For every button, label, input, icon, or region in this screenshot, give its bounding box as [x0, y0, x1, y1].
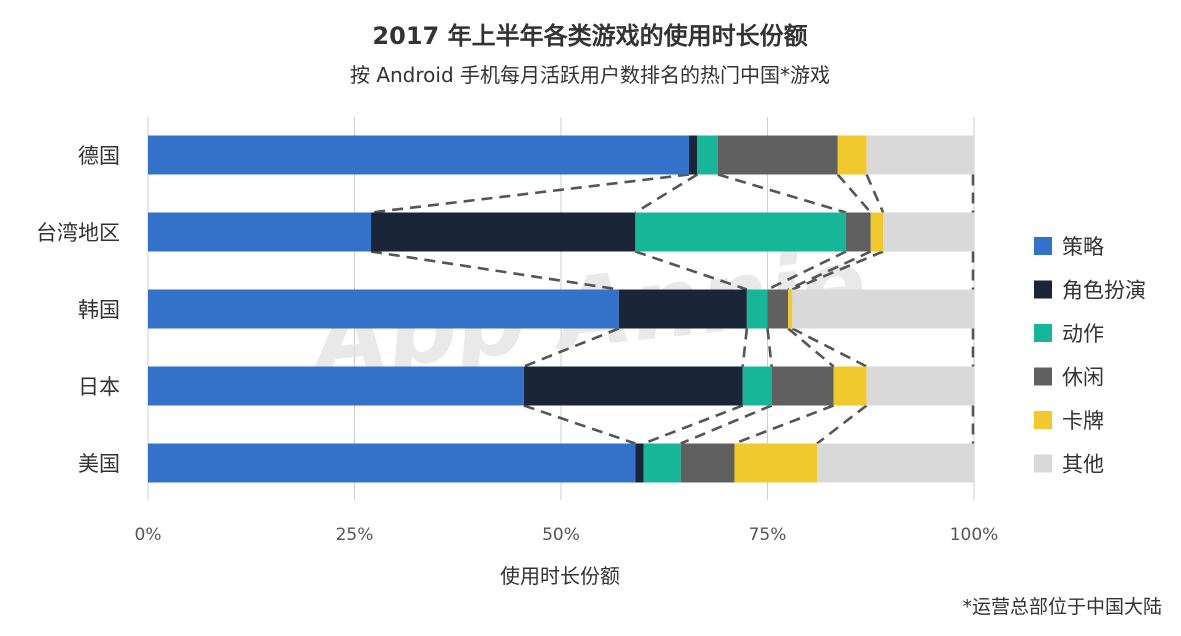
connector-line: [680, 404, 773, 445]
x-tick-label: 25%: [336, 525, 374, 545]
bar-segment: [746, 289, 768, 329]
chart-subtitle: 按 Android 手机每月活跃用户数排名的热门中国*游戏: [350, 63, 830, 87]
bar-segment: [771, 366, 834, 406]
bar-segment: [697, 135, 718, 175]
x-tick-label: 100%: [950, 525, 999, 545]
bar-segment: [870, 212, 884, 252]
bar-segment: [148, 212, 372, 252]
bars: [148, 135, 974, 483]
legend-swatch: [1034, 454, 1052, 473]
connector-line: [836, 173, 872, 214]
bar-segment: [788, 289, 793, 329]
category-label: 台湾地区: [36, 221, 120, 245]
bar-segment: [833, 366, 867, 406]
connector-line: [791, 250, 884, 291]
legend-swatch: [1034, 280, 1052, 299]
bar-segment: [635, 212, 846, 252]
connector-line: [766, 328, 773, 367]
bar-segment: [817, 443, 974, 483]
connector-line: [370, 250, 620, 291]
connector-line: [787, 327, 835, 368]
category-label: 美国: [78, 452, 120, 476]
x-tick-label: 0%: [135, 525, 162, 545]
bar-segment: [523, 366, 743, 406]
bar-segment: [689, 135, 698, 175]
bar-segment: [371, 212, 636, 252]
bar-segment: [148, 289, 619, 329]
bar-segment: [742, 366, 772, 406]
connector-line: [643, 404, 744, 445]
x-axis-label: 使用时长份额: [500, 564, 620, 588]
connector-line: [787, 250, 872, 291]
bar-segment: [792, 289, 974, 329]
connector-line: [370, 173, 690, 214]
connector-line: [741, 328, 749, 367]
legend-label: 角色扮演: [1062, 279, 1146, 303]
category-label: 德国: [78, 144, 120, 168]
bar-segment: [837, 135, 867, 175]
legend-swatch: [1034, 237, 1052, 255]
category-label: 韩国: [78, 298, 120, 322]
legend-label: 动作: [1062, 322, 1104, 346]
bar-segment: [717, 135, 838, 175]
legend-label: 策略: [1062, 235, 1104, 259]
connector-line: [523, 404, 636, 445]
bar-segment: [148, 366, 524, 406]
legend-label: 其他: [1062, 453, 1104, 477]
legend-swatch: [1034, 324, 1052, 342]
connector-line: [634, 250, 748, 291]
bar-segment: [767, 289, 789, 329]
chart-title: 2017 年上半年各类游戏的使用时长份额: [372, 22, 807, 50]
connector-line: [733, 404, 835, 445]
bar-segment: [680, 443, 735, 483]
bar-segment: [148, 443, 636, 483]
x-tick-label: 50%: [542, 525, 580, 545]
category-label: 日本: [78, 375, 120, 399]
footnote: *运营总部位于中国大陆: [962, 596, 1162, 618]
legend-label: 休闲: [1062, 366, 1104, 390]
legend-swatch: [1034, 367, 1052, 386]
bar-segment: [866, 366, 974, 406]
legend-label: 卡牌: [1062, 409, 1104, 433]
connector-line: [634, 173, 698, 214]
x-tick-label: 75%: [749, 525, 787, 545]
bar-segment: [643, 443, 681, 483]
connector-line: [865, 173, 885, 214]
bar-segment: [148, 135, 690, 175]
connector-line: [791, 327, 868, 368]
bar-segment: [866, 135, 974, 175]
bar-segment: [883, 212, 974, 252]
connector-line: [816, 404, 868, 445]
connector-line: [766, 250, 847, 291]
x-tick-labels: 0% 25% 50% 75% 100%: [135, 525, 999, 545]
bar-segment: [845, 212, 871, 252]
connector-lines: [370, 173, 975, 445]
legend-swatch: [1034, 411, 1052, 429]
bar-segment: [734, 443, 818, 483]
connector-line: [717, 173, 847, 214]
bar-segment: [618, 289, 747, 329]
bar-segment: [635, 443, 644, 483]
